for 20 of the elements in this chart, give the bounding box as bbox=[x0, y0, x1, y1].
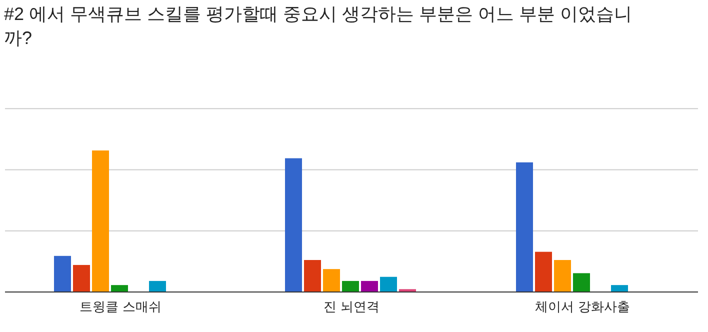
bar bbox=[516, 162, 533, 292]
x-tick-label: 트윙클 스매쉬 bbox=[80, 299, 162, 314]
bar bbox=[111, 285, 128, 292]
bar bbox=[92, 150, 109, 292]
bar bbox=[73, 264, 90, 292]
bar bbox=[54, 256, 71, 292]
bar bbox=[535, 252, 552, 292]
bar bbox=[342, 280, 359, 292]
bar bbox=[380, 276, 397, 292]
bar bbox=[149, 280, 166, 292]
bar bbox=[304, 260, 321, 292]
chart-title: #2 에서 무색큐브 스킬를 평가할때 중요시 생각하는 부분은 어느 부분 이었습니까? bbox=[4, 3, 634, 50]
bar bbox=[611, 285, 628, 292]
bar bbox=[361, 280, 378, 292]
bar bbox=[323, 269, 340, 292]
x-tick-label: 진 뇌연격 bbox=[324, 299, 380, 314]
bar bbox=[285, 158, 302, 292]
x-tick-label: 체이서 강화사출 bbox=[535, 299, 630, 314]
bar bbox=[554, 260, 571, 292]
bar bbox=[573, 273, 590, 292]
